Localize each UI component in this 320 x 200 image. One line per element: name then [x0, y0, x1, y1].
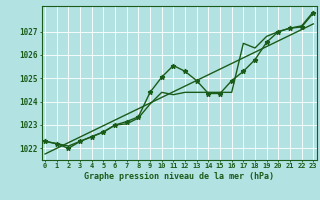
X-axis label: Graphe pression niveau de la mer (hPa): Graphe pression niveau de la mer (hPa): [84, 172, 274, 181]
